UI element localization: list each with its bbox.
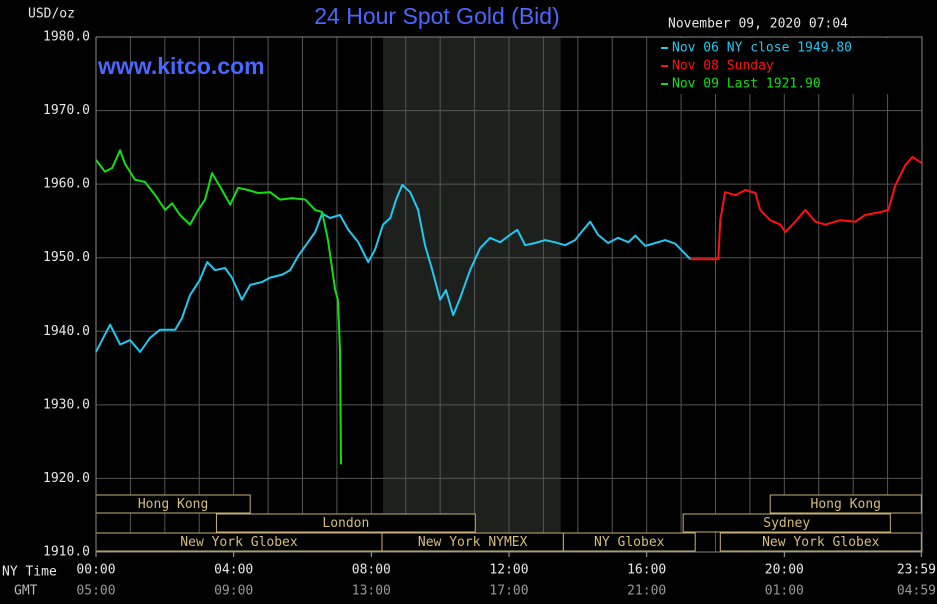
- session-label: New York NYMEX: [418, 535, 528, 550]
- x2-tick-label: 05:00: [76, 584, 115, 599]
- legend-entry: Nov 09 Last 1921.90: [672, 77, 821, 92]
- legend-entry: Nov 08 Sunday: [672, 59, 774, 74]
- x-tick-label: 08:00: [352, 563, 391, 578]
- series-line: [690, 155, 922, 261]
- x2-tick-label: 09:00: [214, 584, 253, 599]
- y-tick-label: 1980.0: [43, 30, 90, 45]
- y-tick-label: 1960.0: [43, 177, 90, 192]
- series-line: [95, 149, 342, 465]
- x2-tick-label: 13:00: [352, 584, 391, 599]
- session-label: New York Globex: [762, 535, 880, 550]
- x-tick-label: 00:00: [76, 563, 115, 578]
- x2-tick-label: 04:59: [897, 584, 936, 599]
- y-tick-label: 1910.0: [43, 545, 90, 560]
- y-tick-label: 1930.0: [43, 397, 90, 412]
- x-tick-label: 23:59: [897, 563, 936, 578]
- y-tick-label: 1950.0: [43, 250, 90, 265]
- y-axis-unit: USD/oz: [28, 7, 75, 22]
- session-bar: [682, 513, 891, 533]
- x2-tick-label: 21:00: [627, 584, 666, 599]
- shaded-region: [383, 37, 561, 552]
- x-tick-label: 16:00: [627, 563, 666, 578]
- series-line: [95, 183, 692, 353]
- timestamp: November 09, 2020 07:04: [668, 17, 848, 32]
- session-label: NY Globex: [594, 535, 665, 550]
- session-bar: [562, 532, 696, 552]
- y-tick-label: 1920.0: [43, 471, 90, 486]
- session-label: Hong Kong: [138, 497, 208, 512]
- x2-tick-label: 17:00: [489, 584, 528, 599]
- session-label: Hong Kong: [811, 497, 881, 512]
- chart-title: 24 Hour Spot Gold (Bid): [314, 3, 559, 29]
- y-tick-label: 1970.0: [43, 103, 90, 118]
- session-label: London: [322, 516, 369, 531]
- session-bar: [719, 532, 922, 552]
- session-label: New York Globex: [180, 535, 298, 550]
- x-tick-label: 04:00: [214, 563, 253, 578]
- x-tick-label: 12:00: [489, 563, 528, 578]
- x2-row-label: GMT: [14, 584, 38, 599]
- session-label: Sydney: [763, 516, 810, 531]
- session-bar: [769, 494, 922, 514]
- session-bar: [215, 513, 476, 533]
- legend: Nov 06 NY close 1949.80 Nov 08 Sunday Nov …: [650, 38, 921, 94]
- legend-entry: Nov 06 NY close 1949.80: [672, 41, 852, 56]
- legend-box: [650, 38, 921, 94]
- x2-tick-label: 01:00: [765, 584, 804, 599]
- y-tick-label: 1940.0: [43, 324, 90, 339]
- watermark: www.kitco.com: [97, 53, 265, 79]
- x-tick-label: 20:00: [765, 563, 804, 578]
- plot-border: [95, 36, 923, 553]
- x-row-label: NY Time: [2, 565, 57, 580]
